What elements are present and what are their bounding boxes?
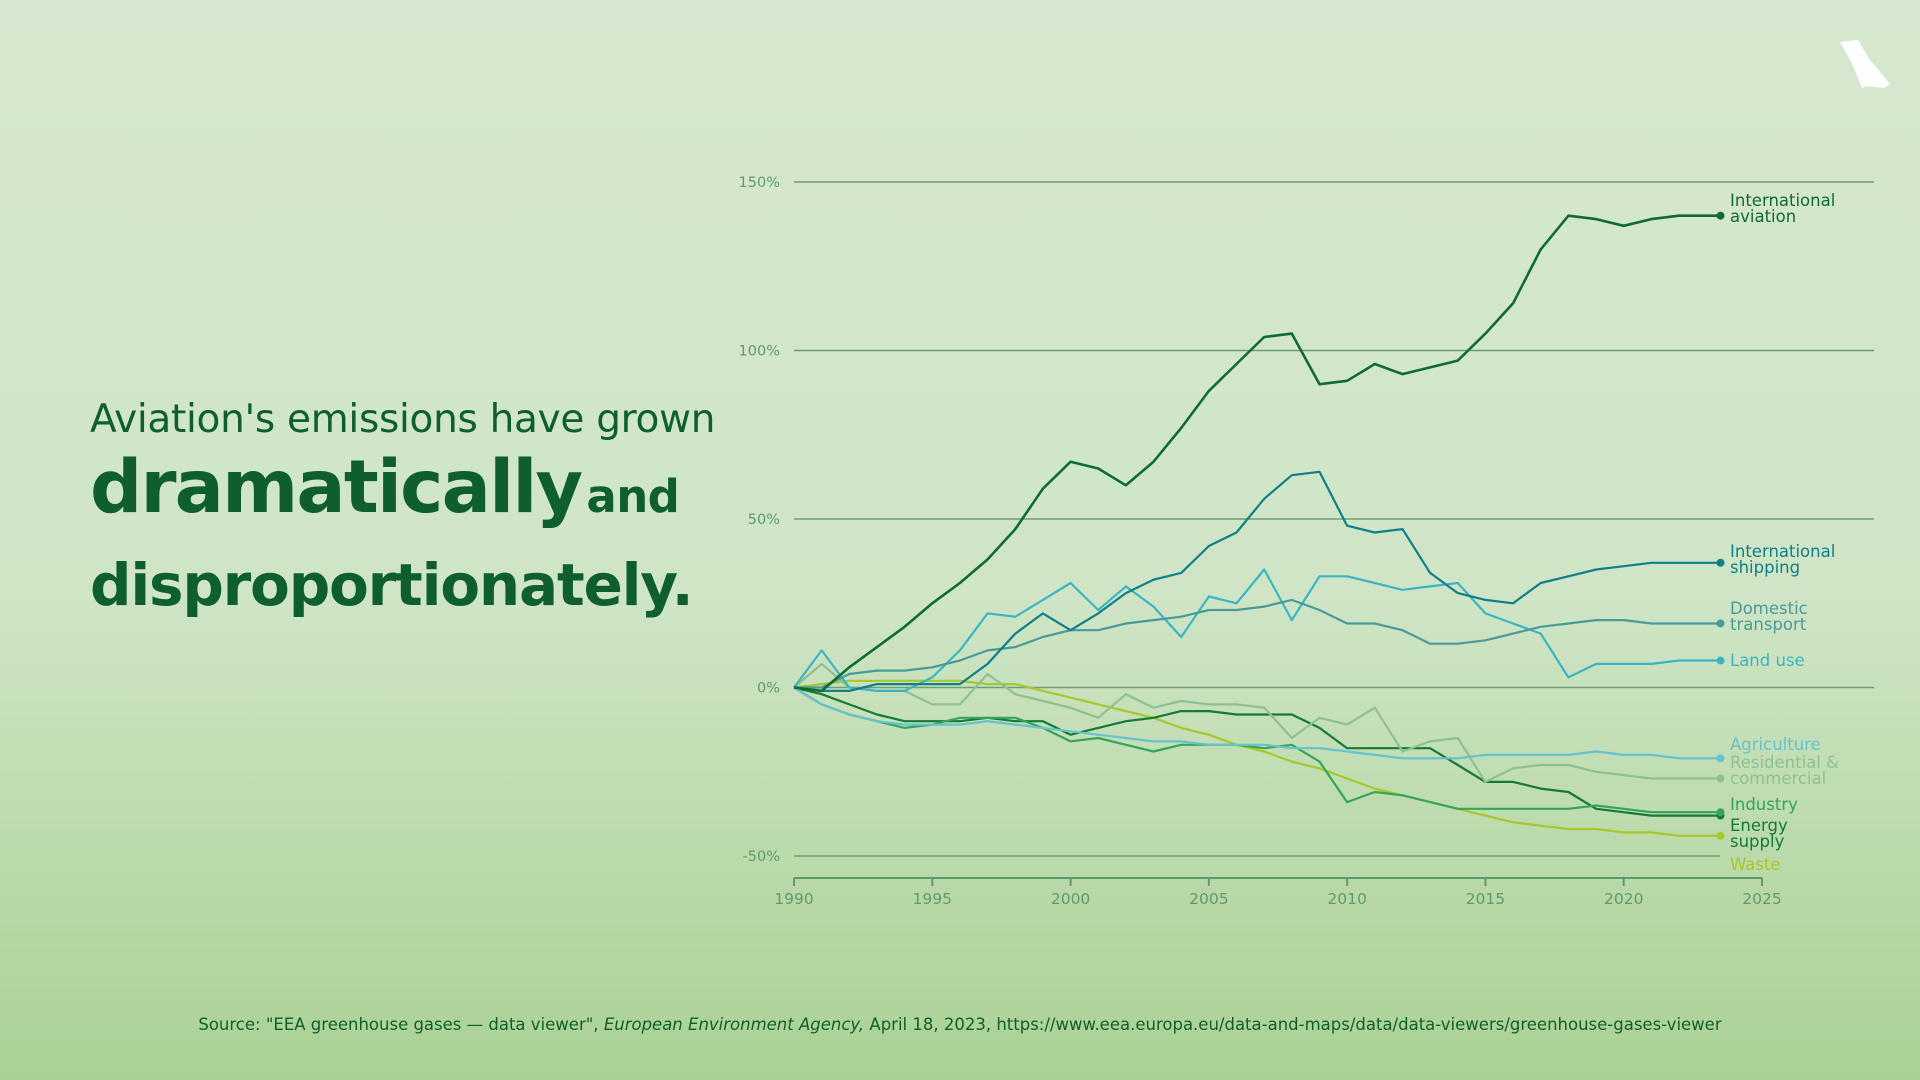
x-tick-label: 1995 — [913, 890, 952, 908]
headline-line-2: dramatically and — [90, 446, 710, 549]
series-line — [793, 679, 1721, 837]
series-label: International shipping — [1730, 542, 1835, 577]
chart-axes: 150% 100% 50% 0% -50% 1990 1995 2000 2005 2010 201… — [739, 175, 1782, 908]
headline-connector: and — [586, 470, 680, 523]
x-tick-label: 2015 — [1466, 890, 1505, 908]
series-label-line: Industry — [1730, 795, 1798, 814]
series-end-marker — [1716, 211, 1725, 220]
series-label: Agriculture — [1730, 735, 1821, 754]
series-label-line: supply — [1730, 832, 1785, 851]
series-label: Land use — [1730, 651, 1805, 670]
series-line — [793, 470, 1721, 693]
series-label: Waste — [1730, 855, 1781, 874]
headline: Aviation's emissions have grown dramatic… — [90, 394, 716, 621]
series-label-line: Residential & — [1730, 753, 1839, 772]
chart-lines — [793, 211, 1725, 840]
series-label: Residential & commercial — [1730, 753, 1839, 788]
series-label-line: International — [1730, 191, 1835, 210]
y-tick-label: -50% — [743, 849, 780, 865]
x-tick-label: 2025 — [1742, 890, 1781, 908]
series-label: Energy supply — [1730, 816, 1788, 851]
series-label-line: Energy — [1730, 816, 1788, 835]
series-label-line: Domestic — [1730, 599, 1808, 618]
series-label-line: commercial — [1730, 769, 1826, 788]
source-publisher: European Environment Agency, — [603, 1015, 865, 1034]
series-end-marker — [1716, 656, 1725, 665]
headline-line-3: disproportionately. — [90, 551, 694, 619]
headline-line-1: Aviation's emissions have grown — [90, 397, 716, 442]
series-label-line: transport — [1730, 615, 1807, 634]
series-label: Industry — [1730, 795, 1798, 814]
y-tick-label: 50% — [748, 512, 780, 528]
series-label-line: aviation — [1730, 207, 1796, 226]
series-label-line: International — [1730, 542, 1835, 561]
series-label-line: Agriculture — [1730, 735, 1821, 754]
series-label-line: Land use — [1730, 651, 1805, 670]
series-line — [793, 686, 1721, 814]
headline-emphasis: dramatically — [90, 445, 583, 530]
x-tick-label: 1990 — [774, 890, 813, 908]
series-line — [793, 568, 1721, 693]
series-end-marker — [1716, 808, 1725, 817]
plane-logo-icon — [1840, 40, 1890, 88]
series-label-line: shipping — [1730, 558, 1800, 577]
series-end-marker — [1716, 831, 1725, 840]
x-tick-label: 2010 — [1327, 890, 1366, 908]
series-end-marker — [1716, 754, 1725, 763]
x-tick-label: 2020 — [1604, 890, 1643, 908]
series-end-marker — [1716, 619, 1725, 628]
series-label: International aviation — [1730, 191, 1835, 226]
x-tick-label: 2000 — [1051, 890, 1090, 908]
series-line — [794, 598, 1721, 689]
series-label-line: Waste — [1730, 855, 1781, 874]
series-line — [793, 686, 1721, 760]
source-suffix: April 18, 2023, https://www.eea.europa.e… — [864, 1015, 1722, 1034]
y-tick-label: 0% — [757, 681, 780, 697]
source-citation: Source: "EEA greenhouse gases — data vie… — [0, 1015, 1920, 1034]
source-prefix: Source: "EEA greenhouse gases — data vie… — [198, 1015, 604, 1034]
y-tick-label: 150% — [739, 175, 780, 191]
series-line — [793, 662, 1721, 784]
y-tick-label: 100% — [739, 344, 780, 360]
series-end-marker — [1716, 558, 1725, 567]
series-end-marker — [1716, 774, 1725, 783]
x-tick-label: 2005 — [1189, 890, 1228, 908]
chart-grid — [794, 181, 1874, 857]
series-line — [793, 214, 1721, 693]
series-label: Domestic transport — [1730, 599, 1808, 634]
